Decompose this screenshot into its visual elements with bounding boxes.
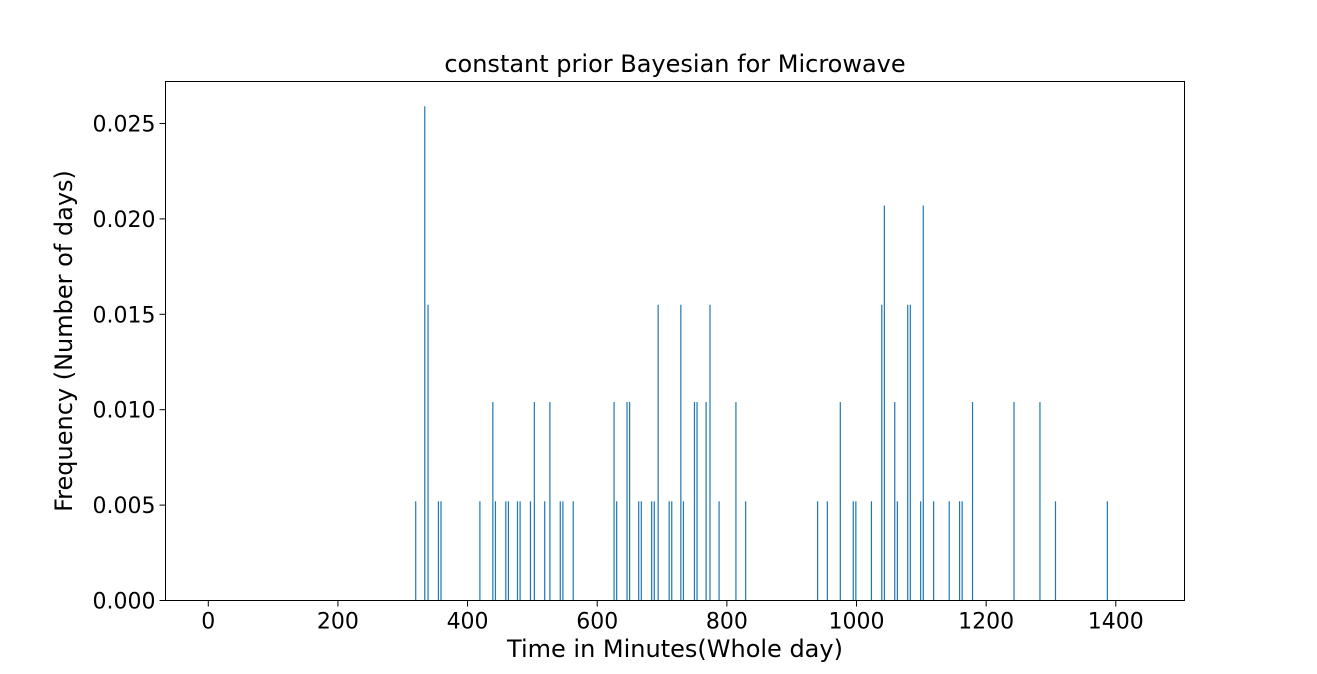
bar (651, 501, 653, 601)
bar (948, 501, 950, 601)
bar (505, 501, 507, 601)
bar (922, 205, 924, 601)
bar (826, 501, 828, 601)
bar (745, 501, 747, 601)
bar (896, 501, 898, 601)
bar (1039, 402, 1041, 601)
bar (492, 402, 494, 601)
bar (894, 402, 896, 601)
bar (479, 501, 481, 601)
x-tick-label: 0 (201, 610, 215, 635)
y-axis-ticks: 0.000 0.005 0.010 0.015 0.020 0.025 (93, 112, 166, 615)
bar (1106, 501, 1108, 601)
bar (638, 501, 640, 601)
x-tick-label: 1400 (1088, 610, 1144, 635)
bar (680, 304, 682, 601)
bar (693, 402, 696, 601)
bar (696, 402, 698, 601)
bars-group (415, 106, 1108, 601)
bar (909, 304, 911, 601)
bar (640, 501, 642, 601)
y-axis-label: Frequency (Number of days) (50, 170, 78, 512)
x-axis-label: Time in Minutes(Whole day) (506, 635, 843, 663)
y-tick-label: 0.010 (93, 399, 156, 424)
x-tick-label: 200 (317, 610, 359, 635)
bar (855, 501, 857, 601)
bar (933, 501, 935, 601)
bar (671, 501, 673, 601)
y-tick-label: 0.015 (93, 303, 156, 328)
bar (549, 402, 551, 601)
bar (424, 106, 426, 601)
bar (613, 402, 615, 601)
x-tick-label: 400 (447, 610, 489, 635)
bar (629, 402, 631, 601)
bar (883, 205, 885, 601)
bar (533, 402, 535, 601)
bar (572, 501, 574, 601)
bar (559, 501, 561, 601)
bar (440, 501, 442, 601)
chart-title: constant prior Bayesian for Microwave (444, 50, 905, 78)
bar (437, 501, 439, 601)
bar (958, 501, 961, 601)
bar (626, 402, 628, 601)
bar (961, 501, 963, 601)
bar (494, 501, 497, 601)
bar (507, 501, 510, 601)
bar (519, 501, 521, 601)
bar (516, 501, 519, 601)
x-tick-label: 600 (576, 610, 618, 635)
bar (718, 501, 720, 601)
bar (971, 402, 974, 601)
bar (1013, 402, 1015, 601)
plot-area-frame (165, 81, 1185, 601)
bar (653, 501, 655, 601)
bar (529, 501, 532, 601)
bar (562, 501, 564, 601)
bar (682, 501, 685, 601)
bar (1054, 501, 1057, 601)
y-tick-label: 0.025 (93, 112, 156, 137)
y-tick-label: 0.000 (93, 590, 156, 615)
bar (735, 402, 737, 601)
y-tick-label: 0.005 (93, 494, 156, 519)
bar (817, 501, 819, 601)
bar (668, 501, 670, 601)
bar (709, 304, 711, 601)
bar (544, 501, 546, 601)
bar (920, 501, 922, 601)
y-tick-label: 0.020 (93, 208, 156, 233)
bar (415, 501, 417, 601)
x-axis-ticks: 0 200 400 600 800 1000 1200 1400 (201, 600, 1144, 635)
bar (852, 501, 854, 601)
bar (616, 501, 618, 601)
bar (657, 304, 659, 601)
bar (870, 501, 873, 601)
bar (881, 304, 883, 601)
bar (705, 402, 707, 601)
x-tick-label: 1200 (958, 610, 1014, 635)
bar (907, 304, 909, 601)
bar (839, 402, 841, 601)
bar (427, 304, 429, 601)
x-tick-label: 1000 (829, 610, 885, 635)
x-tick-label: 800 (706, 610, 748, 635)
